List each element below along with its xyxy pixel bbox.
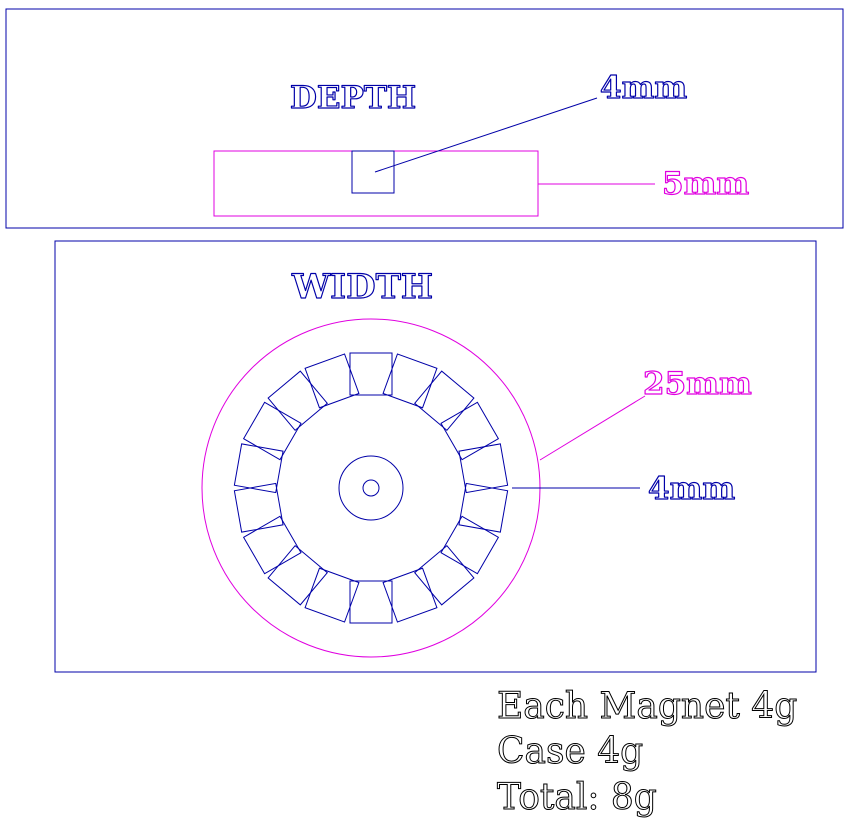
magnet-square	[267, 545, 328, 606]
magnet-square	[304, 567, 360, 623]
note-total: Total: 8g	[497, 777, 657, 818]
magnet-square	[349, 352, 393, 396]
depth-view: DEPTH 4mm 5mm	[5, 8, 844, 229]
magnet-square	[242, 401, 302, 461]
width-frame	[54, 240, 817, 673]
note-case: Case 4g	[497, 731, 643, 772]
magnet-square	[304, 353, 360, 409]
magnet-square	[233, 482, 284, 533]
depth-magnet-label: 4mm	[600, 70, 687, 106]
width-case-leader	[539, 395, 646, 461]
width-case-label: 25mm	[643, 366, 752, 402]
magnet-square	[458, 443, 509, 494]
magnet-square	[382, 567, 438, 623]
magnet-square	[440, 401, 500, 461]
magnet-square	[242, 515, 302, 575]
magnet-ring	[233, 352, 509, 624]
magnet-square	[414, 545, 475, 606]
magnet-square	[267, 370, 328, 431]
depth-case-label: 5mm	[662, 166, 749, 202]
hub-outer-circle	[338, 455, 404, 521]
depth-magnet-rect	[351, 150, 395, 194]
magnet-square	[349, 580, 393, 624]
depth-frame	[5, 8, 844, 229]
magnet-square	[414, 370, 475, 431]
depth-magnet-leader	[374, 97, 598, 173]
magnet-square	[458, 482, 509, 533]
hub-inner-circle	[362, 479, 380, 497]
magnet-square	[382, 353, 438, 409]
depth-case-rect	[213, 150, 539, 217]
weight-notes: Each Magnet 4g Case 4g Total: 8g	[497, 686, 798, 819]
width-magnet-label: 4mm	[648, 471, 735, 507]
width-title: WIDTH	[291, 267, 433, 307]
note-each-magnet: Each Magnet 4g	[497, 686, 797, 727]
magnet-square	[440, 515, 500, 575]
width-view: WIDTH 25mm 4mm	[54, 240, 817, 673]
magnet-square	[233, 443, 284, 494]
depth-title: DEPTH	[290, 80, 416, 116]
